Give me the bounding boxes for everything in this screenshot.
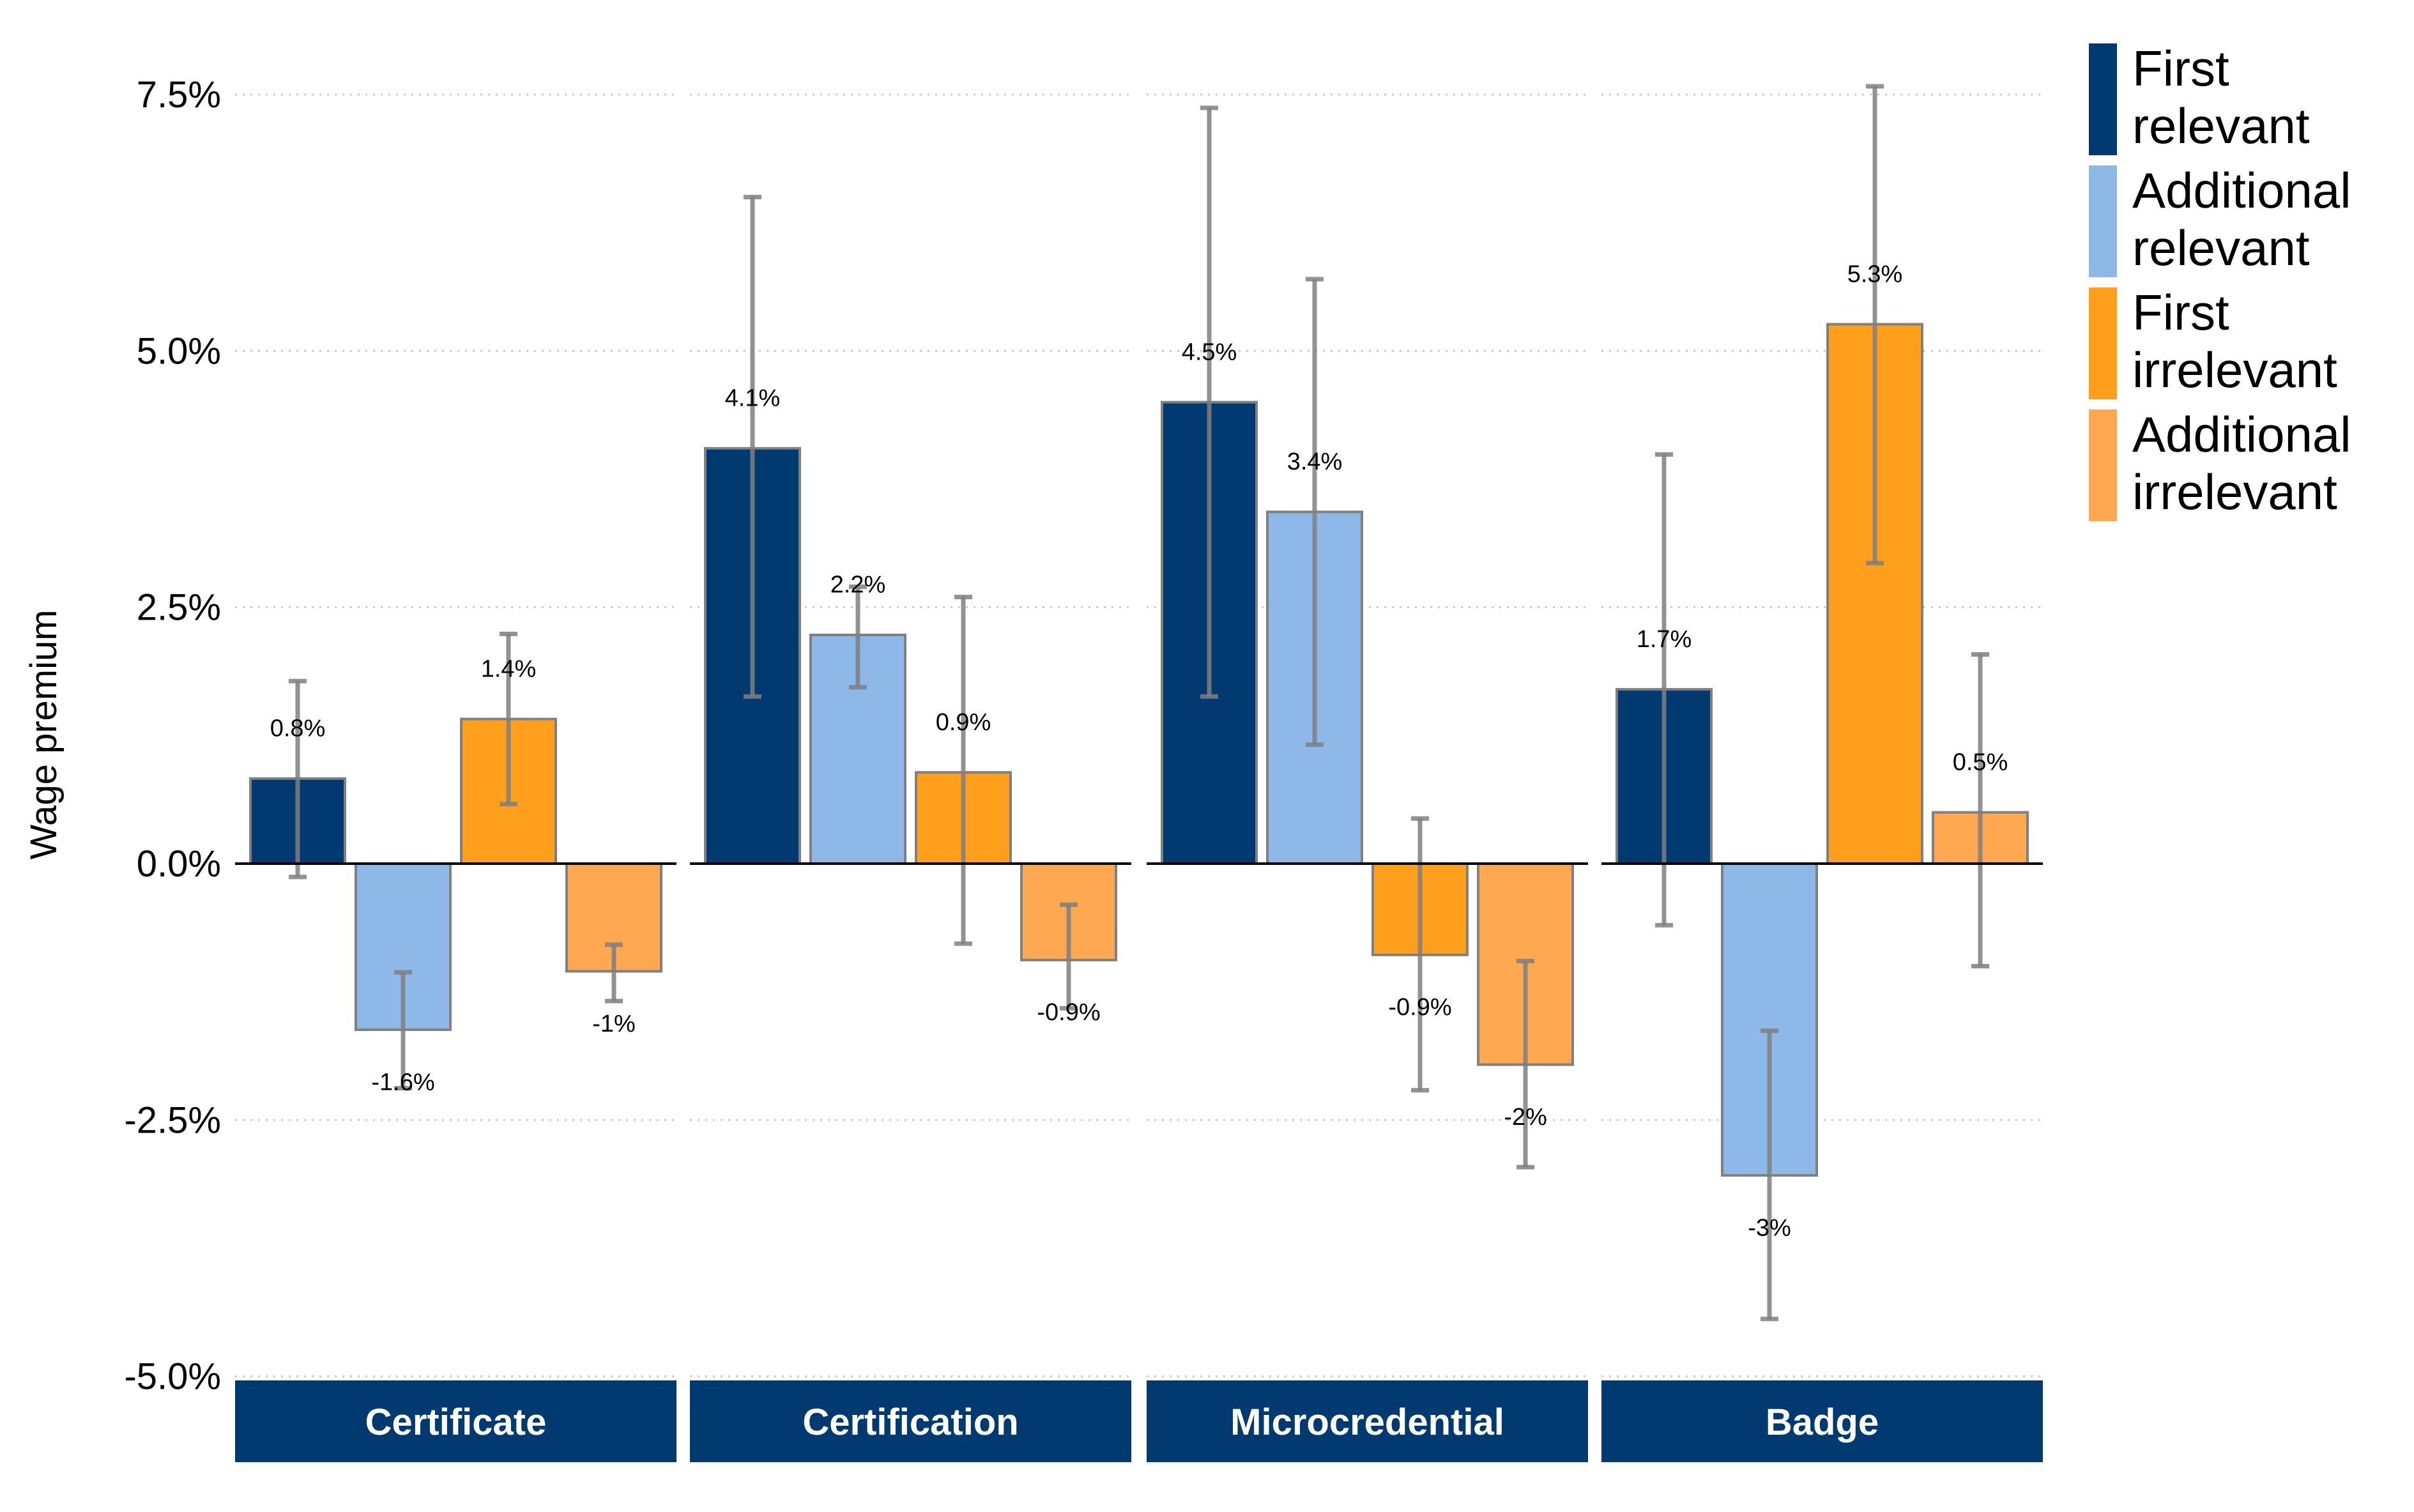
facet-strip — [1147, 1380, 1588, 1462]
data-label: 0.8% — [270, 715, 326, 742]
data-label: 1.4% — [481, 655, 537, 682]
data-label: 4.5% — [1182, 339, 1237, 365]
y-tick-label: 7.5% — [137, 74, 221, 116]
legend-swatch — [2089, 43, 2117, 155]
data-label: -0.9% — [1388, 994, 1451, 1021]
legend-label: Additional — [2132, 406, 2351, 462]
facet-strip — [235, 1380, 676, 1462]
data-label: 3.4% — [1287, 448, 1343, 475]
y-axis-title: Wage premium — [23, 609, 65, 859]
data-label: -2% — [1504, 1104, 1547, 1131]
legend-label: First — [2132, 284, 2229, 340]
data-label: 1.7% — [1637, 626, 1692, 653]
y-tick-label: 0.0% — [137, 843, 221, 885]
y-tick-label: -2.5% — [124, 1099, 221, 1141]
data-label: 4.1% — [725, 385, 781, 412]
data-label: -1.6% — [371, 1069, 434, 1096]
y-tick-label: -5.0% — [124, 1356, 221, 1398]
legend-label: First — [2132, 40, 2229, 96]
legend-label: relevant — [2132, 220, 2310, 276]
panel-badge: 1.7% -3% 5.3% 0.5% Badge — [1601, 84, 2043, 1462]
legend-swatch — [2089, 165, 2117, 277]
legend-label: irrelevant — [2132, 342, 2337, 398]
panel-certificate: 0.8% -1.6% 1.4% -1% Certificate — [235, 93, 676, 1462]
legend-label: relevant — [2132, 98, 2310, 154]
data-label: 2.2% — [830, 572, 886, 599]
legend-swatch — [2089, 409, 2117, 521]
data-label: 5.3% — [1847, 261, 1903, 287]
facet-label: Microcredential — [1230, 1401, 1504, 1443]
y-tick-label: 5.0% — [137, 330, 221, 372]
data-label: -0.9% — [1037, 999, 1100, 1026]
panel-microcredential: 4.5% 3.4% -0.9% -2% Microcredential — [1147, 93, 1588, 1462]
panel-certification: 4.1% 2.2% 0.9% -0.9% Certification — [690, 93, 1131, 1462]
facet-label: Badge — [1766, 1401, 1879, 1443]
legend-swatch — [2089, 287, 2117, 399]
y-tick-label: 2.5% — [137, 587, 221, 629]
data-label: 0.9% — [936, 709, 991, 736]
legend-label: irrelevant — [2132, 464, 2337, 520]
facet-label: Certification — [802, 1401, 1018, 1443]
facet-strip — [690, 1380, 1131, 1462]
facet-strip — [1601, 1380, 2043, 1462]
data-label: -3% — [1748, 1214, 1791, 1241]
data-label: -1% — [592, 1011, 636, 1037]
facet-label: Certificate — [365, 1401, 547, 1443]
data-label: 0.5% — [1953, 749, 2008, 775]
legend-label: Additional — [2132, 162, 2351, 218]
